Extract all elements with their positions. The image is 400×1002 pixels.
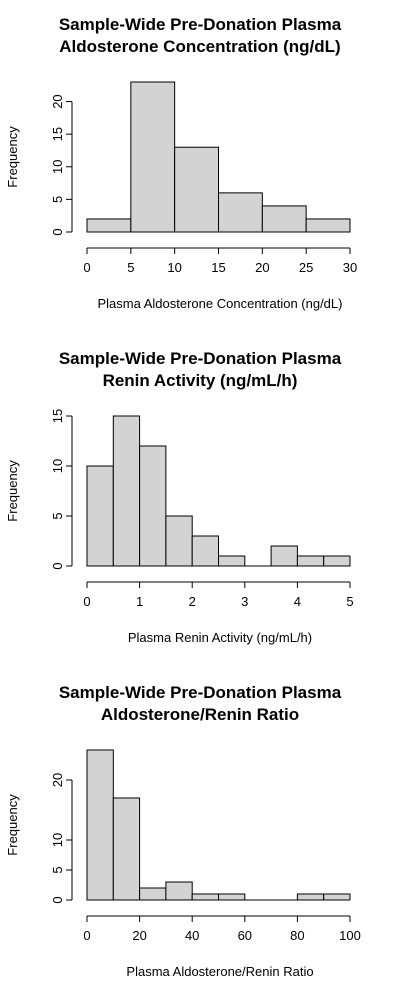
- y-tick-label: 15: [50, 127, 65, 141]
- y-axis-label: Frequency: [5, 126, 20, 188]
- histogram-bar: [296, 893, 325, 901]
- x-tick-label: 5: [346, 594, 353, 609]
- histogram-bar: [323, 893, 351, 901]
- histogram-bar: [261, 205, 307, 233]
- x-tick-label: 0: [83, 260, 90, 275]
- y-tick-label: 20: [50, 773, 65, 787]
- histogram-bar: [139, 887, 167, 901]
- x-tick-label: 4: [294, 594, 301, 609]
- y-tick-label: 0: [50, 228, 65, 235]
- chart-title-3-line-2: Aldosterone/Renin Ratio: [100, 705, 300, 724]
- histogram-bar: [165, 515, 193, 567]
- x-tick-label: 60: [238, 928, 252, 943]
- histogram-bar: [86, 465, 114, 567]
- histogram-bar: [112, 797, 141, 901]
- y-axis-label: Frequency: [5, 460, 20, 522]
- chart-title-1-line-1: Sample-Wide Pre-Donation Plasma: [58, 15, 342, 34]
- y-tick-label: 10: [50, 160, 65, 174]
- chart-title-3: Sample-Wide Pre-Donation Plasma Aldoster…: [0, 682, 400, 726]
- x-tick-label: 20: [132, 928, 146, 943]
- y-tick-label: 0: [50, 896, 65, 903]
- histogram-bar: [191, 893, 219, 901]
- histogram-bar: [270, 545, 298, 567]
- histogram-bar: [86, 749, 114, 901]
- x-axis-label-2: Plasma Renin Activity (ng/mL/h): [127, 630, 313, 645]
- histogram-plot-2: 0 5 10 15 Frequency 0 1 2 3 4 5: [5, 409, 354, 609]
- x-tick-label: 3: [241, 594, 248, 609]
- y-tick-label: 5: [50, 512, 65, 519]
- histogram-bar: [305, 218, 351, 233]
- y-tick-label: 0: [50, 562, 65, 569]
- histogram-bar: [296, 555, 325, 567]
- y-tick-label: 10: [50, 833, 65, 847]
- x-tick-label: 10: [167, 260, 181, 275]
- x-tick-label: 5: [127, 260, 134, 275]
- histogram-bar: [191, 535, 219, 567]
- histogram-plot-3: 0 5 10 20 Frequency 0 20 40 60 80 100: [5, 749, 361, 943]
- x-tick-label: 20: [255, 260, 269, 275]
- chart-title-2: Sample-Wide Pre-Donation Plasma Renin Ac…: [0, 348, 400, 392]
- x-tick-label: 100: [339, 928, 361, 943]
- x-axis-label-3: Plasma Aldosterone/Renin Ratio: [126, 964, 314, 979]
- x-tick-label: 40: [185, 928, 199, 943]
- chart-title-1: Sample-Wide Pre-Donation Plasma Aldoster…: [0, 14, 400, 58]
- histogram-bar: [174, 146, 220, 233]
- histogram-bar: [112, 415, 141, 567]
- x-tick-label: 0: [83, 928, 90, 943]
- histogram-plot-1: 0 5 10 15 20 Frequency 0 5 10 15 20 25 30: [5, 81, 357, 275]
- histogram-bar: [86, 218, 132, 233]
- histogram-bar: [130, 81, 176, 233]
- histogram-panel-2: Sample-Wide Pre-Donation Plasma Renin Ac…: [0, 334, 400, 668]
- histogram-bar: [139, 445, 167, 567]
- x-tick-label: 2: [189, 594, 196, 609]
- y-tick-label: 5: [50, 866, 65, 873]
- x-tick-label: 0: [83, 594, 90, 609]
- histogram-panel-1: Sample-Wide Pre-Donation Plasma Aldoster…: [0, 0, 400, 334]
- x-tick-label: 1: [136, 594, 143, 609]
- chart-title-3-line-1: Sample-Wide Pre-Donation Plasma: [58, 683, 342, 702]
- y-tick-label: 20: [50, 94, 65, 108]
- x-tick-label: 80: [290, 928, 304, 943]
- x-tick-label: 25: [299, 260, 313, 275]
- chart-title-1-line-2: Aldosterone Concentration (ng/dL): [59, 37, 341, 56]
- y-tick-label: 5: [50, 196, 65, 203]
- chart-title-2-line-2: Renin Activity (ng/mL/h): [102, 371, 298, 390]
- y-tick-label: 10: [50, 459, 65, 473]
- histogram-bar: [218, 555, 246, 567]
- histogram-bar: [218, 192, 263, 233]
- histogram-bar: [218, 893, 246, 901]
- histogram-panel-3: Sample-Wide Pre-Donation Plasma Aldoster…: [0, 668, 400, 1002]
- histogram-bar: [165, 881, 193, 901]
- x-axis-label-1: Plasma Aldosterone Concentration (ng/dL): [97, 296, 343, 311]
- chart-title-2-line-1: Sample-Wide Pre-Donation Plasma: [58, 349, 342, 368]
- x-tick-label: 15: [211, 260, 225, 275]
- y-axis-label: Frequency: [5, 794, 20, 856]
- histogram-bar: [323, 555, 351, 567]
- y-tick-label: 15: [50, 409, 65, 423]
- x-tick-label: 30: [343, 260, 357, 275]
